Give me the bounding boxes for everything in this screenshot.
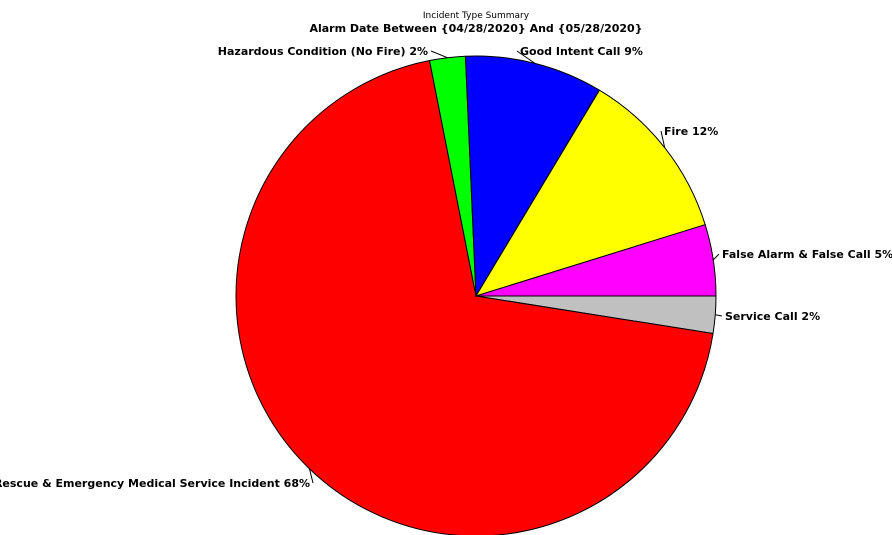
pie-slice-4 [474,89,706,297]
leader-line-1 [309,468,314,484]
leader-line-5 [712,253,720,261]
leader-line-0 [715,314,723,317]
slice-label-2: Hazardous Condition (No Fire) 2% [218,45,428,58]
pie-slice-1 [235,59,714,535]
slice-label-5: False Alarm & False Call 5% [722,248,892,261]
leader-line-4 [660,130,666,148]
slice-label-4: Fire 12% [664,125,718,138]
slice-label-3: Good Intent Call 9% [520,45,643,58]
slice-label-1: Rescue & Emergency Medical Service Incid… [0,477,310,490]
leader-lines [309,50,723,484]
chart-title: Incident Type Summary [423,11,530,21]
pie-slices [235,55,717,535]
chart-subtitle: Alarm Date Between {04/28/2020} And {05/… [309,22,642,35]
leader-line-3 [516,50,536,64]
pie-slice-5 [475,224,717,297]
leader-line-2 [430,50,448,59]
slice-label-0: Service Call 2% [725,310,820,323]
slice-labels: Service Call 2% Rescue & Emergency Medica… [0,45,892,490]
